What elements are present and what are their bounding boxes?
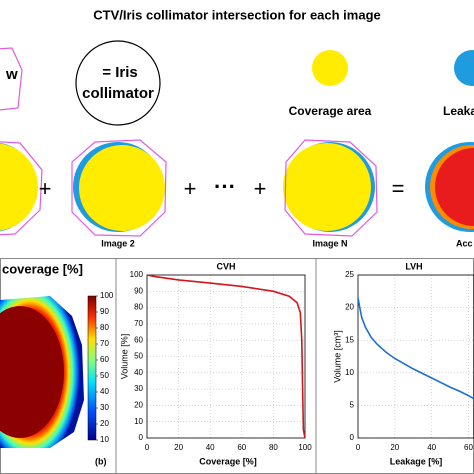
x-tick-label: 60 (464, 443, 473, 452)
x-tick-label: 40 (427, 443, 436, 452)
y-tick-label: 0 (139, 433, 144, 442)
panel-label: (b) (95, 456, 107, 466)
figure-title: CTV/Iris collimator intersection for eac… (93, 7, 381, 22)
y-tick-label: 30 (134, 384, 143, 393)
x-tick-label: 80 (269, 443, 278, 452)
ctv-icon (0, 47, 23, 111)
legend-ctv: w (5, 66, 18, 83)
y-tick-label: 20 (134, 401, 143, 410)
y-tick-label: 10 (134, 417, 143, 426)
x-tick-label: 100 (298, 443, 312, 452)
operator: + (39, 176, 52, 201)
y-axis-label: Volume [cm³] (332, 330, 342, 383)
data-line (146, 274, 306, 439)
y-tick-label: 5 (350, 401, 355, 410)
y-tick-label: 40 (134, 368, 143, 377)
colorbar-tick-label: 40 (100, 387, 109, 396)
image-accumulated (425, 142, 474, 232)
x-axis-label: Leakage [%] (390, 456, 443, 466)
y-tick-label: 80 (134, 303, 143, 312)
colorbar-tick-label: 70 (100, 339, 109, 348)
image-label: Image 2 (101, 238, 135, 248)
y-tick-label: 25 (345, 270, 354, 279)
data-line (358, 297, 474, 400)
y-tick-label: 100 (130, 270, 144, 279)
image-label: Acc (456, 238, 473, 248)
x-tick-label: 40 (206, 443, 215, 452)
colorbar-tick-label: 20 (100, 419, 109, 428)
image-label: Image N (312, 238, 347, 248)
legend-iris: collimator (82, 85, 154, 102)
legend-iris: = Iris (102, 64, 137, 81)
colorbar-tick-label: 90 (100, 307, 109, 316)
coverage-icon (312, 50, 348, 86)
colorbar-tick-label: 10 (100, 435, 109, 444)
colorbar-tick-label: 30 (100, 403, 109, 412)
image-2 (71, 139, 167, 237)
x-tick-label: 20 (390, 443, 399, 452)
operator: = (392, 176, 405, 201)
plot-frame (146, 274, 306, 439)
y-axis-label: Volume [%] (119, 334, 129, 380)
leakage-icon (454, 50, 474, 86)
colorbar-tick-label: 100 (100, 291, 114, 300)
legend-leakage: Leaka (443, 104, 474, 118)
colorbar (87, 295, 97, 441)
x-tick-label: 60 (237, 443, 246, 452)
x-tick-label: 0 (356, 443, 361, 452)
chart-title: CVH (216, 261, 235, 271)
image-1 (0, 141, 43, 236)
legend-coverage: Coverage area (289, 104, 372, 118)
y-tick-label: 20 (345, 303, 354, 312)
x-tick-label: 0 (145, 443, 150, 452)
y-tick-label: 10 (345, 368, 354, 377)
chart-title: LVH (405, 261, 422, 271)
y-tick-label: 0 (350, 433, 355, 442)
operator: ··· (214, 174, 236, 199)
operator: + (184, 176, 197, 201)
x-tick-label: 20 (174, 443, 183, 452)
y-tick-label: 50 (134, 352, 143, 361)
y-tick-label: 70 (134, 319, 143, 328)
y-tick-label: 15 (345, 335, 354, 344)
image-n (283, 139, 378, 237)
colorbar-tick-label: 80 (100, 323, 109, 332)
heatmap-core (0, 306, 64, 438)
y-tick-label: 90 (134, 286, 143, 295)
operator: + (254, 176, 267, 201)
x-axis-label: Coverage [%] (199, 456, 257, 466)
plot-frame (357, 274, 474, 439)
colorbar-tick-label: 50 (100, 371, 109, 380)
colorbar-tick-label: 60 (100, 355, 109, 364)
y-tick-label: 60 (134, 335, 143, 344)
iris-icon (75, 40, 161, 126)
heatmap-title: coverage [%] (2, 261, 83, 276)
